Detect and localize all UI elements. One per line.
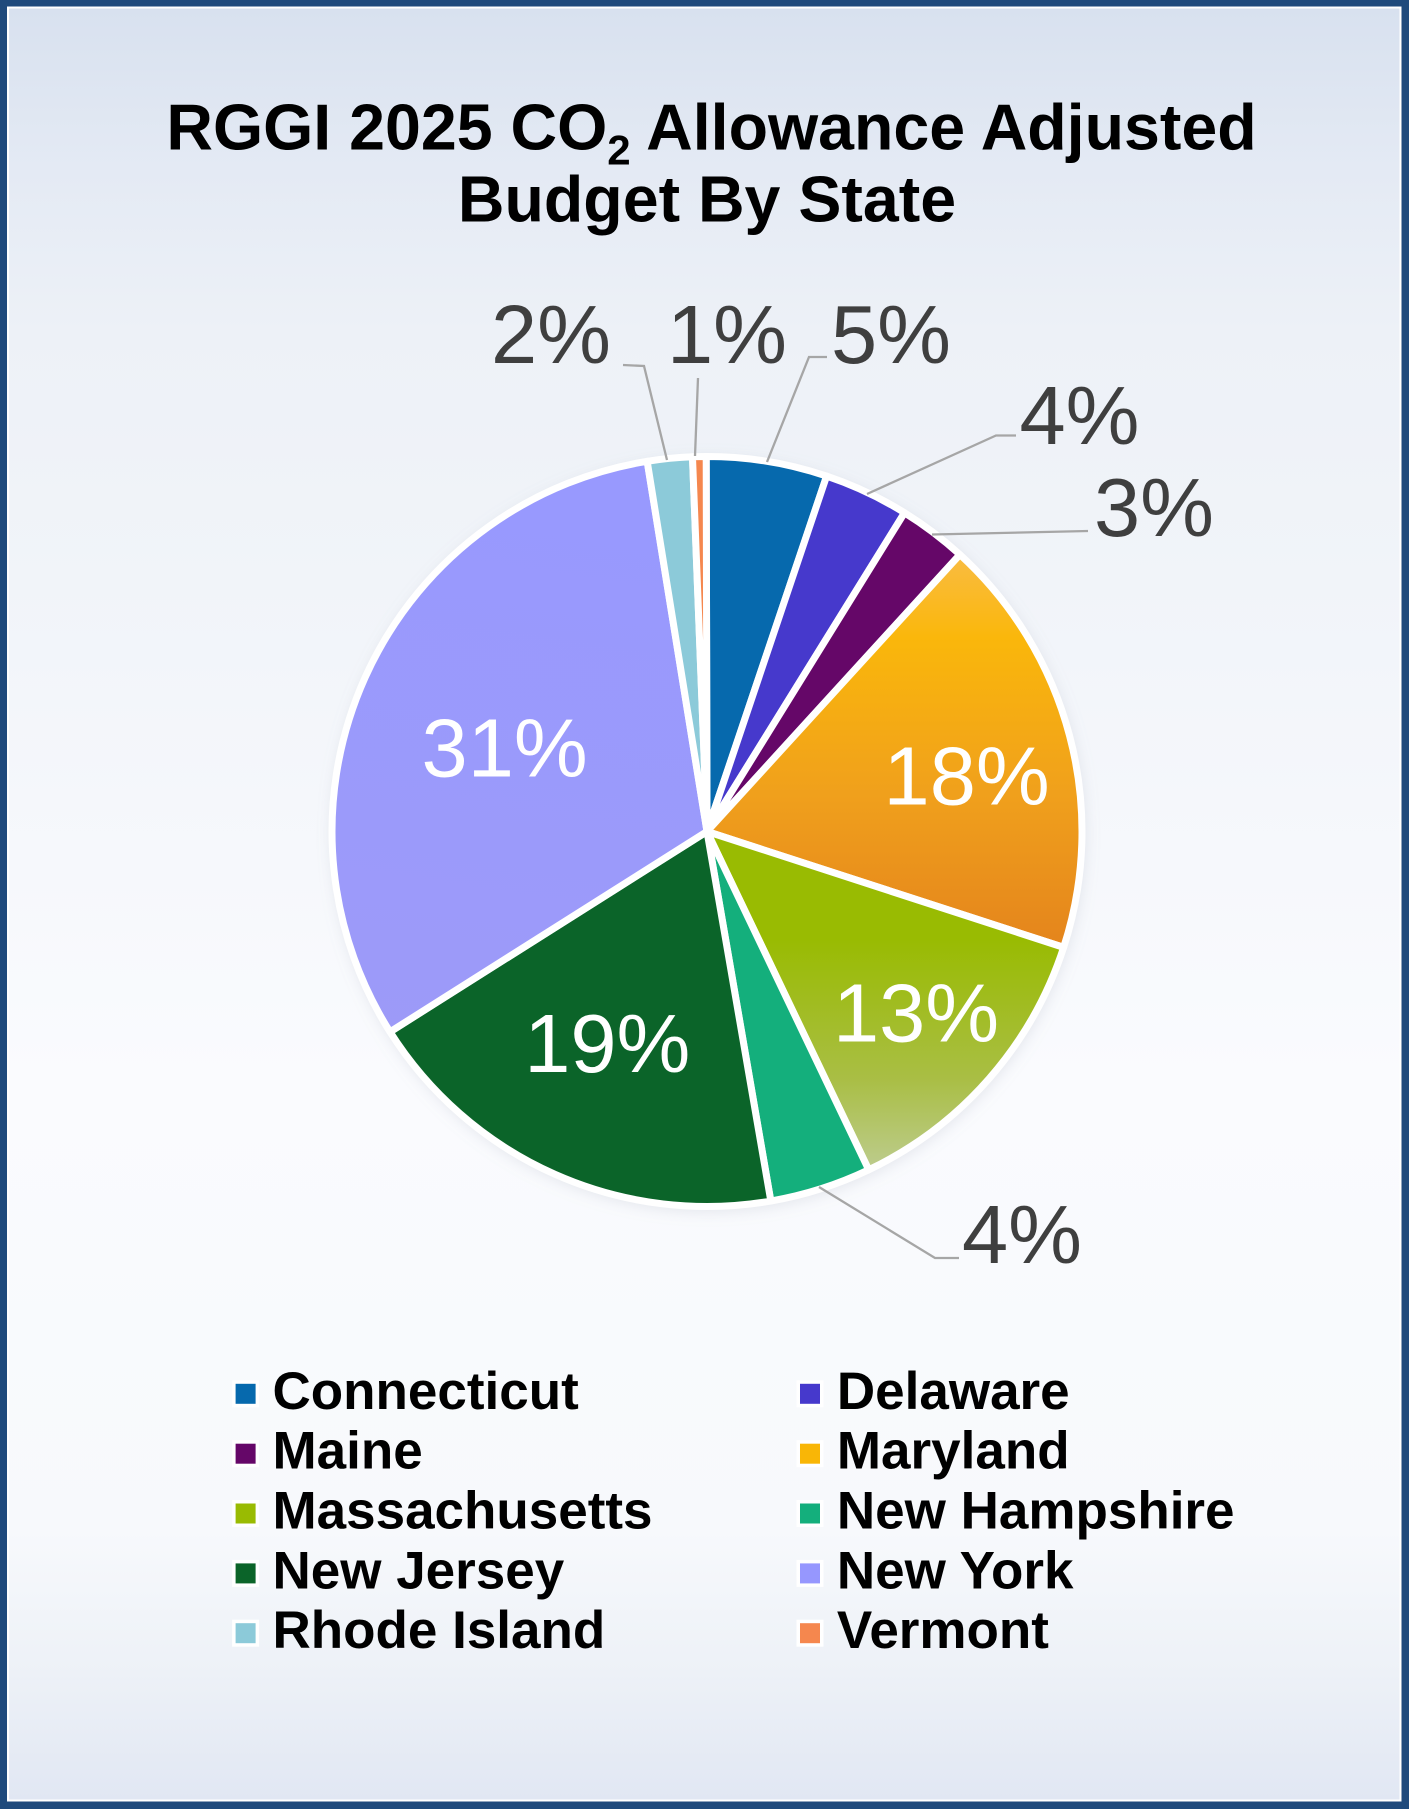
svg-text:5%: 5% [831, 288, 951, 381]
svg-text:Rhode Island: Rhode Island [273, 1601, 606, 1660]
svg-text:2%: 2% [491, 288, 611, 381]
svg-text:3%: 3% [1094, 461, 1214, 554]
svg-text:New Hampshire: New Hampshire [837, 1482, 1235, 1541]
svg-text:Maine: Maine [273, 1422, 423, 1481]
svg-text:Maryland: Maryland [837, 1422, 1070, 1481]
svg-text:RGGI 2025 CO2 Allowance Adjust: RGGI 2025 CO2 Allowance Adjusted [166, 92, 1256, 174]
svg-text:4%: 4% [962, 1188, 1082, 1281]
svg-text:31%: 31% [422, 702, 588, 795]
svg-text:4%: 4% [1020, 369, 1140, 462]
svg-text:New Jersey: New Jersey [273, 1541, 565, 1600]
svg-text:19%: 19% [524, 997, 690, 1090]
svg-text:18%: 18% [884, 730, 1050, 823]
svg-text:Massachusetts: Massachusetts [273, 1482, 653, 1541]
svg-text:Delaware: Delaware [837, 1362, 1070, 1421]
svg-text:Budget By State: Budget By State [458, 164, 956, 236]
svg-text:1%: 1% [667, 288, 787, 381]
svg-text:13%: 13% [833, 967, 999, 1060]
svg-text:Connecticut: Connecticut [273, 1362, 579, 1421]
svg-text:Vermont: Vermont [837, 1601, 1049, 1660]
svg-text:New York: New York [837, 1541, 1074, 1600]
